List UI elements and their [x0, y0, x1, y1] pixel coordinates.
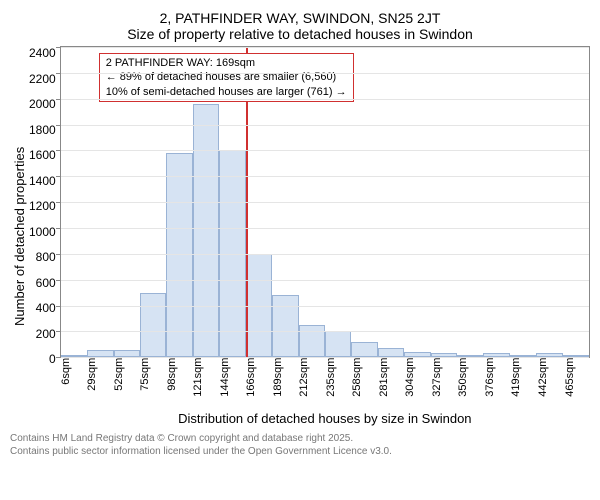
x-tick-label: 281sqm: [378, 358, 405, 409]
y-tick-label: 2400: [29, 46, 56, 60]
x-tick-label: 144sqm: [219, 358, 246, 409]
x-tick-label: 465sqm: [564, 358, 591, 409]
x-tick-label: 29sqm: [86, 358, 113, 409]
x-tick-label: 419sqm: [510, 358, 537, 409]
gridline: [61, 99, 589, 100]
gridline: [61, 150, 589, 151]
annotation-box: 2 PATHFINDER WAY: 169sqm← 89% of detache…: [99, 53, 354, 102]
histogram-chart: Number of detached properties 2400 2200 20…: [10, 46, 590, 426]
x-tick-label: 350sqm: [457, 358, 484, 409]
y-tick-label: 1400: [29, 174, 56, 188]
histogram-bar: [378, 348, 404, 357]
y-axis-ticks: 2400220020001800160014001200100080060040…: [29, 46, 60, 366]
gridline: [61, 280, 589, 281]
gridline: [61, 306, 589, 307]
x-tick-label: 52sqm: [113, 358, 140, 409]
gridline: [61, 125, 589, 126]
x-tick-label: 327sqm: [431, 358, 458, 409]
y-tick-label: 200: [36, 327, 56, 341]
y-tick-label: 1600: [29, 148, 56, 162]
footer-line-1: Contains HM Land Registry data © Crown c…: [10, 432, 590, 445]
page-title: 2, PATHFINDER WAY, SWINDON, SN25 2JT: [10, 10, 590, 26]
x-tick-label: 75sqm: [139, 358, 166, 409]
y-tick-label: 0: [49, 352, 56, 366]
y-tick-label: 2000: [29, 97, 56, 111]
histogram-bar: [114, 350, 140, 358]
y-tick-label: 1800: [29, 123, 56, 137]
y-tick-label: 2200: [29, 72, 56, 86]
x-tick-label: 442sqm: [537, 358, 564, 409]
y-tick-label: 1000: [29, 225, 56, 239]
x-tick-label: 376sqm: [484, 358, 511, 409]
histogram-bar: [87, 350, 113, 358]
gridline: [61, 254, 589, 255]
y-tick-mark: [56, 99, 61, 100]
gridline: [61, 331, 589, 332]
histogram-bar: [325, 331, 351, 357]
histogram-bar: [299, 325, 325, 357]
y-tick-mark: [56, 73, 61, 74]
x-tick-label: 258sqm: [351, 358, 378, 409]
histogram-bar: [166, 153, 192, 357]
x-tick-label: 166sqm: [245, 358, 272, 409]
annotation-line: 10% of semi-detached houses are larger (…: [106, 85, 347, 99]
histogram-bar: [351, 342, 377, 358]
x-axis-ticks: 6sqm29sqm52sqm75sqm98sqm121sqm144sqm166s…: [60, 358, 590, 409]
attribution-footer: Contains HM Land Registry data © Crown c…: [10, 432, 590, 458]
y-tick-label: 1200: [29, 199, 56, 213]
x-axis-label: Distribution of detached houses by size …: [60, 411, 590, 426]
gridline: [61, 202, 589, 203]
page-subtitle: Size of property relative to detached ho…: [10, 26, 590, 42]
histogram-bar: [140, 293, 166, 358]
x-tick-label: 212sqm: [298, 358, 325, 409]
y-tick-label: 800: [36, 250, 56, 264]
y-tick-mark: [56, 228, 61, 229]
y-tick-mark: [56, 254, 61, 255]
gridline: [61, 73, 589, 74]
x-tick-label: 304sqm: [404, 358, 431, 409]
plot-area: 2 PATHFINDER WAY: 169sqm← 89% of detache…: [60, 46, 590, 358]
annotation-line: 2 PATHFINDER WAY: 169sqm: [106, 56, 347, 70]
gridline: [61, 176, 589, 177]
y-tick-mark: [56, 202, 61, 203]
x-tick-label: 121sqm: [192, 358, 219, 409]
y-tick-mark: [56, 331, 61, 332]
histogram-bar: [193, 104, 219, 357]
y-tick-mark: [56, 47, 61, 48]
histogram-bar: [272, 295, 298, 357]
y-tick-label: 600: [36, 276, 56, 290]
title-block: 2, PATHFINDER WAY, SWINDON, SN25 2JT Siz…: [10, 10, 590, 42]
y-tick-mark: [56, 125, 61, 126]
y-tick-mark: [56, 176, 61, 177]
y-tick-mark: [56, 306, 61, 307]
x-tick-label: 235sqm: [325, 358, 352, 409]
x-tick-label: 189sqm: [272, 358, 299, 409]
footer-line-2: Contains public sector information licen…: [10, 445, 590, 458]
y-tick-mark: [56, 280, 61, 281]
y-tick-mark: [56, 150, 61, 151]
gridline: [61, 47, 589, 48]
gridline: [61, 228, 589, 229]
x-tick-label: 98sqm: [166, 358, 193, 409]
y-axis-label: Number of detached properties: [10, 46, 29, 426]
y-tick-label: 400: [36, 301, 56, 315]
x-tick-label: 6sqm: [60, 358, 87, 409]
